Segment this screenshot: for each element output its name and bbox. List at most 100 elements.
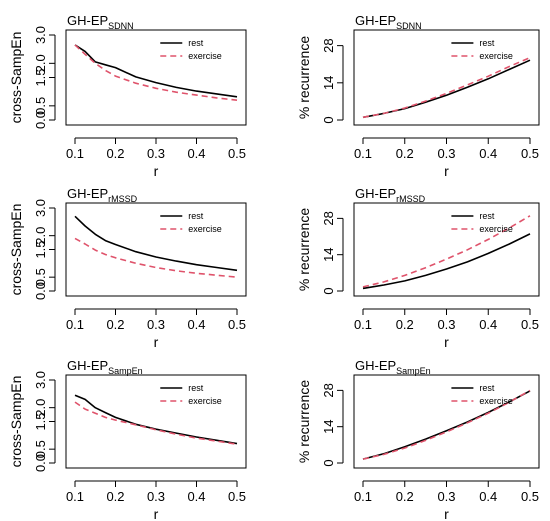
- y-tick-label: 2.0: [33, 54, 48, 72]
- y-tick-label: 28: [321, 211, 336, 225]
- x-tick-label: 0.5: [521, 317, 539, 332]
- series-line-exercise: [74, 401, 238, 445]
- y-tick-label: 0.5: [33, 97, 48, 115]
- y-tick-label: 1.5: [33, 412, 48, 430]
- x-tick-label: 0.5: [228, 489, 246, 504]
- x-axis-title: r: [444, 334, 449, 350]
- panel-title: GH-EPSampEn: [355, 358, 431, 376]
- plot-frame: [65, 29, 247, 126]
- x-tick-label: 0.4: [187, 489, 205, 504]
- y-tick-label: 0: [321, 116, 336, 123]
- y-tick-label: 0.0: [33, 454, 48, 472]
- y-tick-label: 0: [321, 459, 336, 466]
- x-tick-label: 0.3: [147, 489, 165, 504]
- x-axis-title: r: [154, 334, 159, 350]
- x-axis-title: r: [154, 506, 159, 521]
- y-tick-label: 0.5: [33, 440, 48, 458]
- series-line-exercise: [362, 215, 531, 288]
- legend-label-exercise: exercise: [188, 396, 222, 406]
- x-tick-label: 0.1: [354, 489, 372, 504]
- x-tick-label: 0.4: [187, 317, 205, 332]
- x-tick-label: 0.4: [479, 317, 497, 332]
- x-tick-label: 0.1: [66, 146, 84, 161]
- x-axis-title: r: [444, 163, 449, 179]
- series-line-rest: [362, 59, 531, 119]
- panel-title-subscript: rMSSD: [396, 194, 426, 204]
- y-axis-title: % recurrence: [296, 380, 312, 463]
- legend-label-rest: rest: [479, 383, 495, 393]
- x-tick-label: 0.4: [187, 146, 205, 161]
- panel-6: GH-EPSampEn 0.1 0.2 0.3 0.4 0.5 r 0 14 28 % recurr…: [296, 358, 540, 521]
- y-tick-label: 1.5: [33, 68, 48, 86]
- x-tick-label: 0.4: [479, 489, 497, 504]
- panel-title-main: GH-EP: [67, 358, 108, 373]
- x-tick-label: 0.5: [521, 489, 539, 504]
- series-line-rest: [74, 44, 238, 98]
- panel-title-subscript: SampEn: [396, 366, 431, 376]
- x-tick-label: 0.5: [521, 146, 539, 161]
- y-axis-title: cross-SampEn: [8, 32, 24, 124]
- x-tick-label: 0.3: [147, 317, 165, 332]
- legend-label-rest: rest: [188, 383, 204, 393]
- panel-title-subscript: SampEn: [108, 366, 143, 376]
- legend-label-exercise: exercise: [188, 51, 222, 61]
- series-line-exercise: [362, 56, 531, 119]
- legend-label-rest: rest: [188, 38, 204, 48]
- plot-frame: [65, 202, 247, 297]
- panel-2: GH-EPSDNN 0.1 0.2 0.3 0.4 0.5 r 0 14 28 % recurren…: [296, 13, 540, 179]
- y-tick-label: 1.5: [33, 240, 48, 258]
- x-axis-title: r: [444, 506, 449, 521]
- y-tick-label: 0.0: [33, 111, 48, 129]
- panel-4: GH-EPrMSSD 0.1 0.2 0.3 0.4 0.5 r 0 14 28 % recurre…: [296, 186, 540, 350]
- panel-title: GH-EPrMSSD: [67, 186, 138, 204]
- panel-title-subscript: SDNN: [396, 21, 422, 31]
- x-tick-label: 0.1: [66, 489, 84, 504]
- panel-title: GH-EPSDNN: [67, 13, 134, 31]
- panel-title-main: GH-EP: [355, 358, 396, 373]
- x-tick-label: 0.5: [228, 146, 246, 161]
- series-line-exercise: [74, 237, 238, 278]
- legend-label-exercise: exercise: [479, 396, 513, 406]
- panel-title-main: GH-EP: [67, 186, 108, 201]
- series-line-exercise: [74, 44, 238, 101]
- y-tick-label: 3.0: [33, 199, 48, 217]
- x-tick-label: 0.5: [228, 317, 246, 332]
- x-tick-label: 0.2: [396, 146, 414, 161]
- y-axis-title: cross-SampEn: [8, 376, 24, 468]
- y-tick-label: 2.0: [33, 227, 48, 245]
- y-axis-title: % recurrence: [296, 208, 312, 291]
- y-tick-label: 28: [321, 383, 336, 397]
- y-tick-label: 28: [321, 38, 336, 52]
- x-tick-label: 0.2: [396, 317, 414, 332]
- y-tick-label: 3.0: [33, 26, 48, 44]
- y-tick-label: 3.0: [33, 371, 48, 389]
- x-tick-label: 0.1: [354, 146, 372, 161]
- legend-label-rest: rest: [479, 211, 495, 221]
- panel-title: GH-EPSDNN: [355, 13, 422, 31]
- series-line-rest: [362, 233, 531, 290]
- y-tick-label: 0.5: [33, 268, 48, 286]
- legend-label-exercise: exercise: [479, 224, 513, 234]
- series-line-rest: [74, 215, 238, 272]
- plot-frame: [353, 202, 540, 297]
- x-tick-label: 0.3: [437, 489, 455, 504]
- y-tick-label: 14: [321, 76, 336, 90]
- x-tick-label: 0.3: [437, 317, 455, 332]
- y-tick-label: 14: [321, 247, 336, 261]
- x-axis-title: r: [154, 163, 159, 179]
- panel-title-subscript: SDNN: [108, 21, 134, 31]
- panel-title-main: GH-EP: [67, 13, 108, 28]
- x-tick-label: 0.3: [147, 146, 165, 161]
- x-tick-label: 0.2: [106, 317, 124, 332]
- x-tick-label: 0.1: [354, 317, 372, 332]
- y-tick-label: 2.0: [33, 399, 48, 417]
- x-tick-label: 0.4: [479, 146, 497, 161]
- panel-title: GH-EPSampEn: [67, 358, 143, 376]
- panel-title: GH-EPrMSSD: [355, 186, 426, 204]
- y-tick-label: 0.0: [33, 282, 48, 300]
- panel-title-main: GH-EP: [355, 13, 396, 28]
